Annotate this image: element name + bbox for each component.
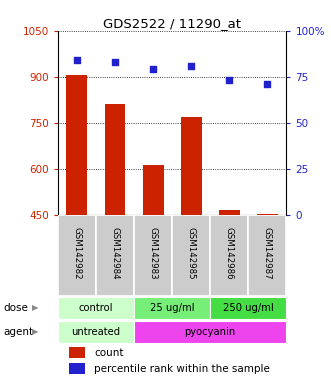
Point <box>74 57 79 63</box>
Text: count: count <box>94 348 124 358</box>
Text: GSM142984: GSM142984 <box>111 227 119 280</box>
Bar <box>58 321 134 343</box>
Point <box>150 66 156 73</box>
Text: GSM142985: GSM142985 <box>187 227 196 280</box>
Text: agent: agent <box>3 327 33 337</box>
Bar <box>96 215 134 296</box>
Bar <box>67 75 87 215</box>
Bar <box>210 215 248 296</box>
Text: ▶: ▶ <box>31 328 38 336</box>
Point <box>264 81 270 87</box>
Bar <box>58 297 134 319</box>
Text: 250 ug/ml: 250 ug/ml <box>223 303 274 313</box>
Title: GDS2522 / 11290_at: GDS2522 / 11290_at <box>103 17 241 30</box>
Point <box>188 63 194 69</box>
Text: pyocyanin: pyocyanin <box>185 327 236 337</box>
Text: GSM142987: GSM142987 <box>263 227 272 280</box>
Bar <box>181 117 202 215</box>
Text: dose: dose <box>3 303 28 313</box>
Bar <box>219 210 240 215</box>
Bar <box>70 347 85 358</box>
Text: control: control <box>79 303 113 313</box>
Bar <box>257 214 278 215</box>
Text: ▶: ▶ <box>31 303 38 312</box>
Point <box>112 59 118 65</box>
Text: percentile rank within the sample: percentile rank within the sample <box>94 364 270 374</box>
Bar <box>134 321 286 343</box>
Bar <box>210 297 286 319</box>
Bar <box>58 215 96 296</box>
Text: 25 ug/ml: 25 ug/ml <box>150 303 194 313</box>
Text: GSM142986: GSM142986 <box>225 227 234 280</box>
Text: GSM142982: GSM142982 <box>72 227 81 280</box>
Text: untreated: untreated <box>71 327 120 337</box>
Bar <box>248 215 286 296</box>
Text: GSM142983: GSM142983 <box>149 227 158 280</box>
Bar <box>143 165 164 215</box>
Bar <box>172 215 210 296</box>
Bar <box>70 363 85 374</box>
Point <box>226 78 232 84</box>
Bar <box>134 297 210 319</box>
Bar <box>105 104 125 215</box>
Bar <box>134 215 172 296</box>
